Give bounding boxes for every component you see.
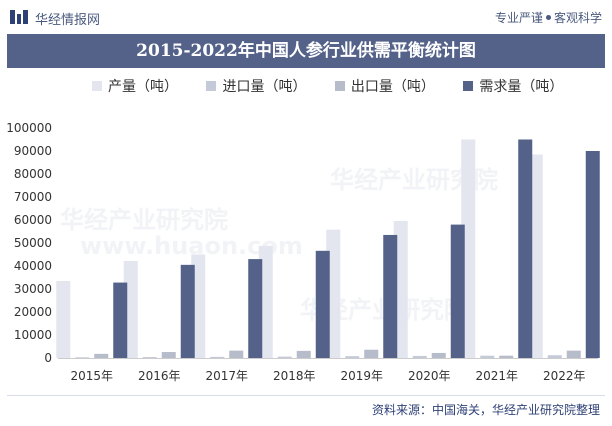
chart-title: 2015-2022年中国人参行业供需平衡统计图 bbox=[7, 34, 605, 68]
bar-imports bbox=[547, 355, 562, 358]
x-tick-label: 2016年 bbox=[138, 369, 181, 383]
top-bar: 华经情报网 专业严谨 客观科学 bbox=[0, 0, 612, 34]
legend-label-demand: 需求量（吨） bbox=[479, 79, 564, 95]
bar-imports bbox=[210, 356, 225, 358]
bar-imports bbox=[277, 356, 292, 358]
bar-demand bbox=[518, 139, 533, 358]
tagline-left: 专业严谨 bbox=[494, 11, 543, 25]
legend-label-exports: 出口量（吨） bbox=[350, 79, 435, 95]
bar-imports bbox=[142, 357, 157, 358]
bar-imports bbox=[412, 355, 427, 358]
bar-imports bbox=[480, 355, 495, 358]
legend-item-production: 产量（吨） bbox=[92, 76, 178, 96]
legend-swatch-imports bbox=[206, 80, 217, 91]
x-tick-label: 2018年 bbox=[273, 369, 316, 383]
bar-exports bbox=[566, 350, 581, 358]
bottom-divider bbox=[7, 395, 605, 396]
tagline: 专业严谨 客观科学 bbox=[495, 9, 602, 26]
x-tick-label: 2022年 bbox=[543, 369, 586, 383]
bar-exports bbox=[431, 352, 446, 358]
bar-exports bbox=[229, 350, 244, 358]
bar-exports bbox=[296, 350, 311, 358]
legend-swatch-production bbox=[92, 80, 102, 91]
legend-label-imports: 进口量（吨） bbox=[222, 79, 307, 95]
bar-imports bbox=[75, 357, 90, 358]
y-tick-label: 70000 bbox=[14, 190, 52, 204]
legend-label-production: 产量（吨） bbox=[108, 79, 178, 95]
logo-icon bbox=[10, 10, 28, 24]
y-tick-label: 20000 bbox=[14, 305, 52, 319]
y-tick-label: 100000 bbox=[6, 121, 52, 135]
legend-swatch-exports bbox=[334, 80, 345, 91]
legend-item-exports: 出口量（吨） bbox=[334, 76, 435, 96]
bar-demand bbox=[383, 234, 398, 358]
bar-exports bbox=[364, 349, 379, 358]
y-tick-label: 30000 bbox=[14, 282, 52, 296]
bar-production bbox=[56, 280, 71, 358]
y-tick-label: 80000 bbox=[14, 167, 52, 181]
bar-demand bbox=[248, 259, 263, 358]
bar-exports bbox=[94, 353, 109, 358]
tagline-right: 客观科学 bbox=[553, 11, 602, 25]
y-tick-label: 50000 bbox=[14, 236, 52, 250]
bar-demand bbox=[585, 151, 600, 358]
x-tick-label: 2017年 bbox=[205, 369, 248, 383]
bar-demand bbox=[450, 224, 465, 358]
y-tick-label: 60000 bbox=[14, 213, 52, 227]
bar-demand bbox=[315, 250, 330, 358]
legend: 产量（吨） 进口量（吨） 出口量（吨） 需求量（吨） bbox=[92, 76, 587, 96]
x-tick-label: 2021年 bbox=[475, 369, 518, 383]
x-tick-label: 2019年 bbox=[340, 369, 383, 383]
brand-name: 华经情报网 bbox=[35, 13, 101, 28]
bar-demand bbox=[180, 264, 195, 358]
bar-exports bbox=[499, 355, 514, 358]
x-tick-label: 2020年 bbox=[408, 369, 451, 383]
legend-item-imports: 进口量（吨） bbox=[206, 76, 306, 96]
x-tick-label: 2015年 bbox=[70, 369, 113, 383]
source-note: 资料来源：中国海关，华经产业研究院整理 bbox=[371, 403, 600, 417]
y-tick-label: 10000 bbox=[14, 328, 52, 342]
y-tick-label: 40000 bbox=[14, 259, 52, 273]
bar-demand bbox=[113, 282, 128, 358]
legend-item-demand: 需求量（吨） bbox=[463, 76, 563, 96]
bar-imports bbox=[345, 356, 360, 358]
bar-exports bbox=[161, 352, 176, 358]
legend-swatch-demand bbox=[463, 80, 474, 91]
y-tick-label: 0 bbox=[44, 351, 52, 365]
bullet-icon bbox=[545, 15, 551, 20]
y-tick-label: 90000 bbox=[14, 144, 52, 158]
